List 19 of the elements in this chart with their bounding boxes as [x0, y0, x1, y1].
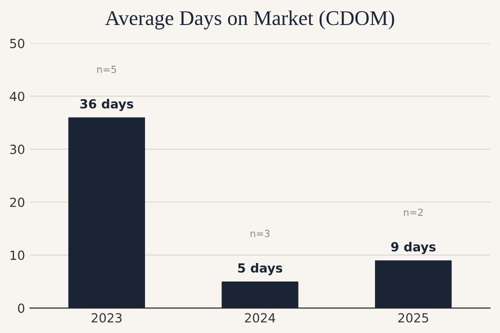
annotation: n=2 — [404, 208, 423, 216]
x-tick-label: 2024 — [245, 313, 276, 323]
x-tick-label: 2023 — [92, 313, 122, 323]
chart-title: Average Days on Market (CDOM) — [105, 10, 394, 30]
x-tick-label: 2025 — [398, 313, 428, 323]
y-tick-label: 30 — [10, 144, 24, 154]
bar — [68, 117, 145, 308]
bar — [375, 260, 452, 308]
y-tick-label: 20 — [10, 198, 24, 208]
annotation: n=5 — [97, 66, 116, 74]
data-label: 5 days — [238, 263, 282, 276]
bar — [222, 282, 298, 308]
data-label: 9 days — [391, 242, 436, 254]
y-tick-label: 40 — [10, 92, 24, 102]
y-tick-label: 0 — [18, 303, 24, 313]
data-label: 36 days — [80, 98, 134, 112]
y-tick-label: 10 — [10, 250, 24, 260]
y-tick-label: 50 — [10, 38, 24, 48]
annotation: n=3 — [250, 230, 270, 238]
